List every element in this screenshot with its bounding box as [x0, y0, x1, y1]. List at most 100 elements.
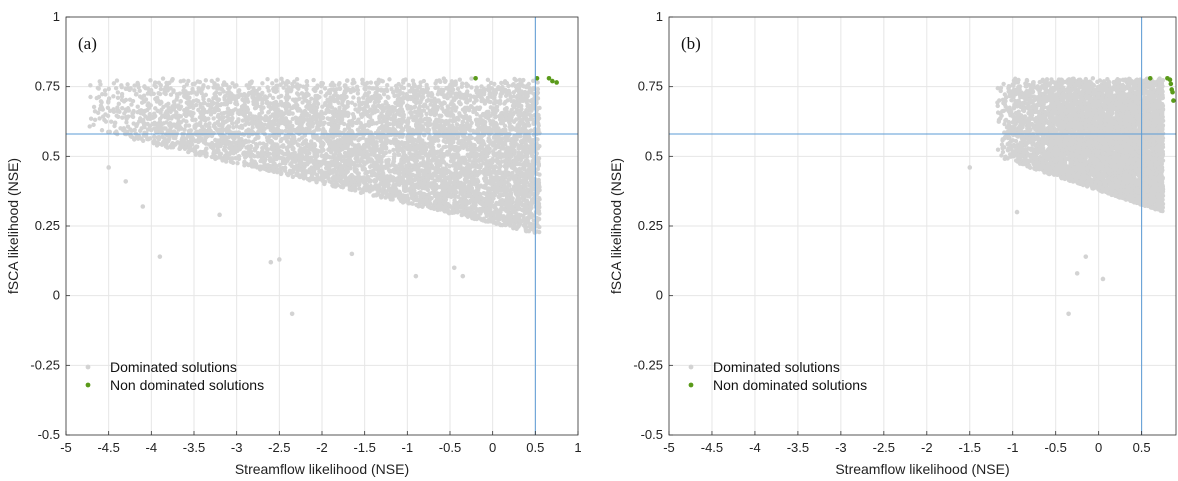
data-point	[479, 152, 485, 157]
data-point	[448, 193, 454, 198]
data-point	[519, 128, 524, 134]
data-point	[410, 163, 416, 168]
data-point	[488, 113, 493, 118]
data-point	[356, 108, 362, 113]
data-point	[274, 78, 279, 83]
data-point	[153, 106, 158, 111]
data-point	[186, 123, 192, 128]
data-point	[309, 96, 314, 101]
data-point	[114, 78, 120, 83]
data-point	[536, 123, 541, 128]
data-point	[499, 80, 504, 86]
data-point	[361, 95, 366, 100]
data-point	[284, 97, 290, 103]
data-point	[294, 170, 300, 176]
data-point	[319, 168, 324, 174]
data-point	[290, 84, 296, 89]
data-point	[290, 105, 295, 110]
data-point	[385, 94, 391, 100]
data-point	[91, 122, 96, 128]
data-point	[113, 85, 119, 91]
data-point	[197, 79, 203, 85]
data-point	[505, 146, 510, 151]
data-point	[387, 77, 392, 82]
data-point	[537, 130, 542, 136]
data-point	[405, 134, 410, 139]
data-point	[426, 136, 432, 141]
data-point	[453, 80, 458, 86]
data-point	[468, 103, 474, 109]
data-point	[349, 134, 355, 139]
data-point	[519, 121, 524, 126]
data-point	[486, 99, 492, 104]
data-point	[311, 77, 316, 83]
data-point	[418, 118, 423, 124]
data-point	[338, 166, 344, 172]
data-point	[452, 190, 458, 195]
data-point	[337, 81, 342, 86]
data-point	[132, 83, 137, 88]
data-point	[228, 159, 234, 164]
data-point	[512, 76, 517, 82]
data-point	[498, 121, 504, 126]
data-point	[315, 137, 321, 142]
data-point	[111, 94, 116, 99]
data-point	[106, 86, 111, 92]
data-point	[422, 116, 428, 122]
data-point	[184, 82, 190, 87]
data-point	[290, 111, 295, 116]
data-point	[319, 121, 325, 126]
data-point	[186, 149, 191, 155]
data-point	[322, 86, 328, 91]
data-point	[313, 106, 318, 111]
data-point	[337, 86, 343, 91]
data-point	[330, 135, 336, 140]
data-point	[238, 92, 244, 97]
data-point	[97, 116, 102, 121]
data-point	[530, 162, 535, 168]
data-point	[355, 87, 361, 93]
data-point	[151, 134, 157, 139]
data-point	[235, 161, 240, 166]
data-point	[293, 139, 298, 144]
data-point	[395, 152, 401, 157]
data-point	[319, 82, 325, 87]
data-point	[530, 182, 536, 188]
data-point	[454, 122, 460, 127]
data-point	[219, 87, 225, 92]
data-point	[108, 119, 114, 124]
data-point	[458, 145, 463, 150]
data-point	[414, 202, 419, 208]
data-point	[181, 118, 186, 123]
data-point	[159, 114, 165, 119]
data-point	[333, 92, 338, 98]
data-point	[263, 117, 269, 122]
data-point	[447, 124, 452, 129]
data-point	[419, 113, 424, 118]
data-point	[205, 85, 211, 90]
data-point	[378, 177, 383, 182]
data-point	[442, 193, 447, 199]
data-point	[297, 96, 302, 102]
data-point	[321, 154, 327, 159]
data-point	[535, 137, 540, 142]
data-point	[341, 91, 347, 96]
data-point	[244, 161, 249, 166]
data-point	[406, 161, 412, 167]
data-point	[450, 99, 455, 104]
data-point	[134, 91, 139, 97]
data-point	[445, 149, 450, 155]
data-point	[111, 109, 117, 115]
data-point	[226, 141, 231, 147]
data-point	[473, 88, 479, 93]
data-point	[171, 135, 176, 141]
data-point	[127, 97, 133, 102]
data-point	[88, 116, 94, 121]
data-point	[183, 123, 189, 128]
data-point	[389, 139, 394, 145]
data-point	[515, 123, 520, 128]
data-point	[290, 174, 296, 180]
data-point	[156, 134, 162, 140]
data-point	[453, 108, 458, 113]
data-point	[372, 93, 377, 99]
